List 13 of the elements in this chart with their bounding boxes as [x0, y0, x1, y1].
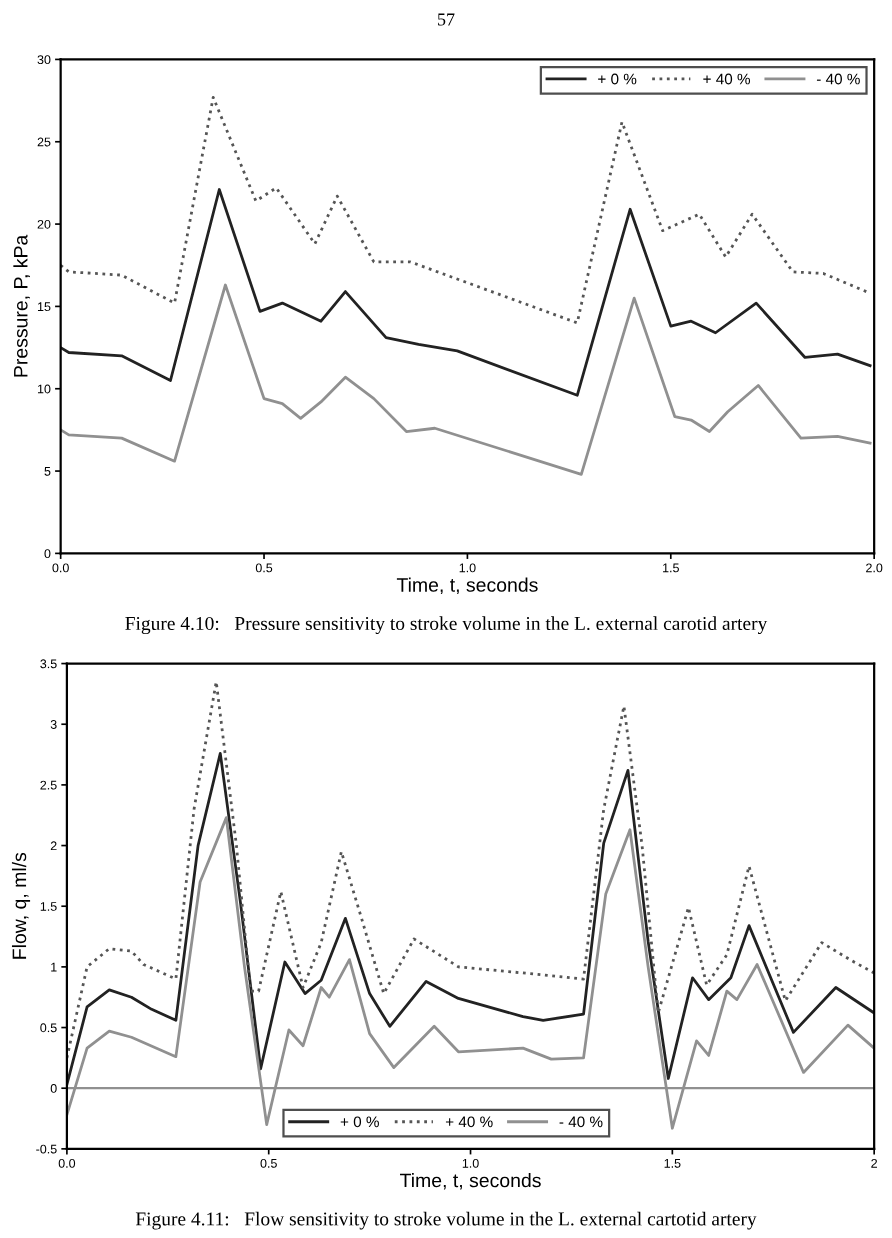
x-axis-title: Time, t, seconds — [396, 577, 538, 595]
text: 57 — [438, 13, 455, 26]
line-series — [66, 751, 875, 1086]
line-series — [66, 680, 875, 1060]
y-axis-title: Flow, q, ml/s — [11, 852, 31, 959]
x-axis-title: Time, t, seconds — [400, 1173, 541, 1190]
y-axis-title: Pressure, P, kPa — [13, 234, 30, 377]
line-series — [60, 95, 872, 325]
line-series — [60, 283, 872, 476]
line-series — [66, 816, 875, 1130]
line-series — [60, 188, 872, 397]
caption: Figure 4.10: Pressure sensitivity to stroke volume in the L. external carotid artery — [125, 616, 768, 635]
caption: Figure 4.11: Flow sensitivity to stroke volume in the L. external cartotid artery — [135, 1211, 757, 1230]
